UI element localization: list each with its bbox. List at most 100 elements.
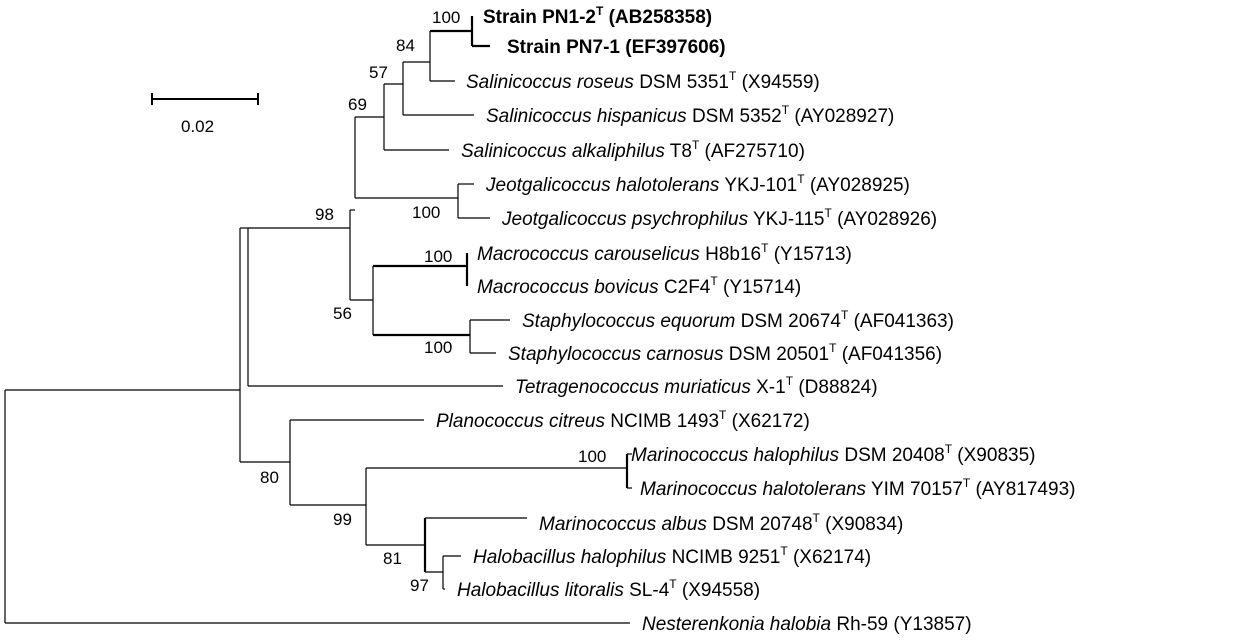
leaf-strain: H8b16 [700, 244, 761, 265]
leaf-accession: (AF041356) [836, 344, 942, 365]
leaf-accession: (X90835) [952, 445, 1035, 466]
type-strain-superscript: T [786, 374, 794, 388]
leaf-label-sequ: Staphylococcus equorum DSM 20674T (AF041… [522, 308, 954, 332]
leaf-species-name: Salinicoccus roseus [466, 72, 634, 93]
leaf-label-hhal: Halobacillus halophilus NCIMB 9251T (X62… [473, 544, 871, 568]
scale-bar-label: 0.02 [181, 117, 214, 136]
leaf-accession: (X62172) [726, 411, 809, 432]
leaf-label-scar: Staphylococcus carnosus DSM 20501T (AF04… [508, 341, 942, 365]
type-strain-superscript: T [710, 274, 718, 288]
type-strain-superscript: T [596, 4, 604, 18]
type-strain-superscript: T [761, 241, 769, 255]
leaf-label-malb: Marinococcus albus DSM 20748T (X90834) [539, 511, 903, 535]
leaf-label-mbov: Macrococcus bovicus C2F4T (Y15714) [477, 274, 801, 298]
tree-branches [4, 16, 632, 624]
leaf-strain: X-1 [751, 377, 786, 398]
tree-leaf-labels: Strain PN1-2T (AB258358)Strain PN7-1 (EF… [436, 4, 1075, 635]
leaf-species-name: Staphylococcus carnosus [508, 344, 724, 365]
leaf-strain: Rh-59 (Y13857) [831, 614, 971, 635]
type-strain-superscript: T [813, 511, 821, 525]
leaf-strain: DSM 5352 [687, 106, 782, 127]
leaf-species-name: Halobacillus litoralis [457, 580, 624, 601]
leaf-species-name: Salinicoccus alkaliphilus [461, 141, 665, 162]
bootstrap-value: 57 [369, 63, 388, 82]
bootstrap-value: 84 [396, 36, 415, 55]
leaf-accession: (AY028927) [789, 106, 894, 127]
type-strain-superscript: T [782, 103, 790, 117]
leaf-label-pn71: Strain PN7-1 (EF397606) [507, 37, 726, 58]
type-strain-superscript: T [692, 138, 700, 152]
leaf-accession: (X94558) [677, 580, 760, 601]
leaf-strain: DSM 20408 [839, 445, 945, 466]
bootstrap-value: 69 [348, 95, 367, 114]
leaf-species-name: Staphylococcus equorum [522, 311, 735, 332]
leaf-species-name: Jeotgalicoccus psychrophilus [501, 209, 749, 230]
leaf-label-mcar: Macrococcus carouselicus H8b16T (Y15713) [477, 241, 852, 265]
leaf-species-name: Halobacillus halophilus [473, 547, 667, 568]
leaf-label-mhtol: Marinococcus halotolerans YIM 70157T (AY… [640, 476, 1075, 500]
leaf-species-name: Tetragenococcus muriaticus [515, 377, 751, 398]
leaf-strain: DSM 20674 [735, 311, 841, 332]
leaf-strain: YIM 70157 [866, 479, 963, 500]
leaf-accession: (X62174) [788, 547, 871, 568]
leaf-strain: DSM 5351 [634, 72, 729, 93]
leaf-strain: T8 [665, 141, 692, 162]
leaf-species-name: Marinococcus halophilus [631, 445, 840, 466]
leaf-species-name: Macrococcus bovicus [477, 277, 659, 298]
type-strain-superscript: T [729, 69, 737, 83]
type-strain-superscript: T [669, 577, 677, 591]
type-strain-superscript: T [945, 442, 953, 456]
leaf-strain: Strain PN1-2 [483, 7, 596, 28]
leaf-strain: YKJ-115 [748, 209, 824, 230]
bootstrap-value: 100 [424, 247, 452, 266]
leaf-label-salk: Salinicoccus alkaliphilus T8T (AF275710) [461, 138, 805, 162]
leaf-species-name: Marinococcus halotolerans [640, 479, 867, 500]
type-strain-superscript: T [841, 308, 849, 322]
leaf-species-name: Macrococcus carouselicus [477, 244, 700, 265]
leaf-label-pn12: Strain PN1-2T (AB258358) [483, 4, 712, 28]
type-strain-superscript: T [963, 476, 971, 490]
leaf-strain: YKJ-101 [719, 175, 797, 196]
bootstrap-value: 56 [333, 304, 352, 323]
type-strain-superscript: T [719, 408, 727, 422]
leaf-strain: DSM 20748 [707, 514, 813, 535]
leaf-label-hlit: Halobacillus litoralis SL-4T (X94558) [457, 577, 760, 601]
leaf-label-jhalo: Jeotgalicoccus halotolerans YKJ-101T (AY… [485, 172, 910, 196]
leaf-species-name: Jeotgalicoccus halotolerans [485, 175, 720, 196]
bootstrap-value: 100 [578, 447, 606, 466]
leaf-label-jpsy: Jeotgalicoccus psychrophilus YKJ-115T (A… [501, 206, 937, 230]
leaf-species-name: Salinicoccus hispanicus [486, 106, 687, 127]
leaf-label-shisp: Salinicoccus hispanicus DSM 5352T (AY028… [486, 103, 894, 127]
leaf-accession: (AF041363) [848, 311, 954, 332]
type-strain-superscript: T [797, 172, 805, 186]
scale-bar: 0.02 [151, 93, 259, 136]
leaf-species-name: Marinococcus albus [539, 514, 707, 535]
bootstrap-value: 97 [410, 576, 429, 595]
leaf-accession: (Y15714) [718, 277, 801, 298]
type-strain-superscript: T [824, 206, 832, 220]
leaf-label-mhalo: Marinococcus halophilus DSM 20408T (X908… [631, 442, 1035, 466]
bootstrap-value: 99 [333, 510, 352, 529]
leaf-accession: (AY817493) [970, 479, 1075, 500]
leaf-accession: (Y15713) [768, 244, 851, 265]
leaf-species-name: Nesterenkonia halobia [642, 614, 831, 635]
bootstrap-value: 100 [432, 8, 460, 27]
leaf-label-sroseus: Salinicoccus roseus DSM 5351T (X94559) [466, 69, 820, 93]
type-strain-superscript: T [829, 341, 837, 355]
leaf-label-tmur: Tetragenococcus muriaticus X-1T (D88824) [515, 374, 878, 398]
bootstrap-value: 98 [315, 205, 334, 224]
type-strain-superscript: T [780, 544, 788, 558]
bootstrap-value: 81 [383, 549, 402, 568]
bootstrap-value: 80 [260, 468, 279, 487]
leaf-accession: (AY028925) [805, 175, 910, 196]
leaf-label-pcit: Planococcus citreus NCIMB 1493T (X62172) [436, 408, 810, 432]
leaf-accession: (X94559) [736, 72, 819, 93]
bootstrap-value: 100 [424, 338, 452, 357]
leaf-strain: NCIMB 9251 [666, 547, 780, 568]
leaf-accession: (AB258358) [603, 7, 712, 28]
leaf-strain: NCIMB 1493 [605, 411, 719, 432]
leaf-strain: SL-4 [624, 580, 670, 601]
leaf-label-nhal: Nesterenkonia halobia Rh-59 (Y13857) [642, 614, 972, 635]
leaf-species-name: Planococcus citreus [436, 411, 605, 432]
